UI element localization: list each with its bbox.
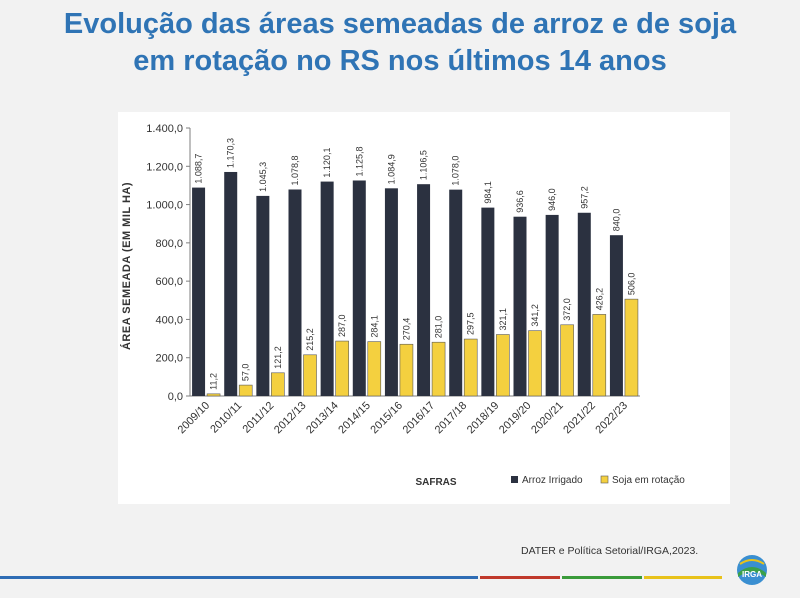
x-tick-label: 2019/20	[497, 400, 534, 437]
x-tick-label: 2015/16	[368, 400, 405, 437]
data-label-arroz: 1.120,1	[322, 148, 332, 178]
bar-soja-em-rotacao	[367, 341, 382, 397]
footer-stripe-blue	[0, 576, 478, 579]
x-tick-label: 2016/17	[401, 400, 438, 437]
title-line-1: Evolução das áreas semeadas de arroz e d…	[63, 8, 737, 40]
legend-swatch-arroz	[511, 476, 518, 483]
bar-arroz-irrigado	[609, 235, 623, 396]
legend-swatch-soja	[600, 475, 609, 484]
bar-arroz-irrigado	[513, 216, 527, 396]
y-tick-label: 400,0	[155, 314, 183, 326]
bar-soja-em-rotacao	[528, 330, 542, 397]
data-label-arroz: 957,2	[579, 186, 589, 209]
data-label-arroz: 1.088,7	[194, 154, 204, 184]
bar-arroz-irrigado	[577, 212, 591, 396]
bar-arroz-irrigado	[288, 189, 302, 396]
bar-arroz-irrigado	[384, 188, 398, 396]
data-label-arroz: 1.045,3	[258, 162, 268, 192]
data-label-soja: 215,2	[305, 328, 315, 351]
data-label-arroz: 1.125,8	[354, 146, 364, 176]
y-tick-label: 1.000,0	[146, 200, 183, 212]
bar-arroz-irrigado	[192, 187, 206, 396]
data-label-arroz: 946,0	[547, 188, 557, 211]
chart-panel: 0,0 200,0 400,0 600,0 800,0 1.000,0 1.200,0 1.4…	[118, 112, 730, 504]
logo-text: IRGA	[742, 570, 762, 579]
x-tick-label: 2009/10	[176, 400, 213, 437]
x-axis-label: SAFRAS	[415, 477, 456, 488]
bar-soja-em-rotacao	[624, 298, 639, 397]
bar-soja-em-rotacao	[206, 393, 221, 397]
page-title: Evolução das áreas semeadas de arroz e d…	[0, 6, 800, 80]
data-label-soja: 284,1	[369, 315, 379, 338]
bar-arroz-irrigado	[256, 195, 270, 396]
data-label-arroz: 1.170,3	[226, 138, 236, 168]
x-tick-label: 2011/12	[240, 400, 276, 436]
bar-soja-em-rotacao	[496, 334, 510, 397]
data-label-soja: 372,0	[562, 298, 572, 321]
x-tick-label: 2021/22	[561, 400, 598, 437]
bar-soja-em-rotacao	[560, 324, 574, 397]
x-tick-label: 2022/23	[593, 400, 630, 437]
x-tick-label: 2012/13	[272, 400, 309, 437]
data-label-arroz: 984,1	[483, 181, 493, 204]
data-label-soja: 341,2	[530, 304, 540, 327]
legend-label-soja: Soja em rotação	[612, 475, 685, 486]
data-label-soja: 321,1	[498, 308, 508, 331]
data-label-soja: 287,0	[337, 315, 347, 338]
data-label-soja: 297,5	[466, 313, 476, 336]
data-label-arroz: 1.078,0	[451, 156, 461, 186]
data-label-arroz: 1.106,5	[419, 150, 429, 180]
data-label-soja: 281,0	[434, 316, 444, 339]
bar-arroz-irrigado	[224, 171, 238, 396]
legend-label-arroz: Arroz Irrigado	[522, 475, 583, 486]
bar-soja-em-rotacao	[271, 372, 285, 397]
bar-arroz-irrigado	[352, 180, 366, 396]
bar-arroz-irrigado	[449, 189, 463, 396]
data-label-soja: 11,2	[209, 373, 219, 390]
bar-arroz-irrigado	[481, 207, 495, 396]
x-tick-label: 2020/21	[529, 400, 566, 437]
y-tick-label: 200,0	[155, 353, 183, 365]
bar-soja-em-rotacao	[238, 384, 253, 397]
bar-soja-em-rotacao	[463, 338, 478, 397]
x-tick-label: 2010/11	[208, 400, 244, 436]
footer-stripe-green	[562, 576, 642, 579]
x-tick-label: 2014/15	[336, 400, 373, 437]
bar-arroz-irrigado	[417, 184, 431, 396]
footer-stripe-yellow	[644, 576, 722, 579]
source-note: DATER e Política Setorial/IRGA,2023.	[521, 545, 699, 557]
title-line-2: em rotação no RS nos últimos 14 anos	[133, 45, 667, 77]
data-label-arroz: 1.084,9	[386, 154, 396, 184]
data-label-soja: 270,4	[401, 318, 411, 341]
data-label-soja: 57,0	[241, 364, 251, 382]
y-tick-label: 1.400,0	[146, 123, 183, 135]
bar-arroz-irrigado	[545, 214, 559, 396]
irga-logo: IRGA	[737, 555, 767, 585]
x-tick-label: 2018/19	[465, 400, 502, 437]
y-axis-label: ÁREA SEMEADA (EM MIL HA)	[120, 182, 133, 350]
bar-soja-em-rotacao	[335, 340, 349, 397]
bar-soja-em-rotacao	[592, 314, 607, 397]
bar-soja-em-rotacao	[431, 341, 446, 397]
data-label-arroz: 840,0	[611, 209, 621, 232]
bar-soja-em-rotacao	[399, 343, 414, 397]
y-tick-label: 600,0	[155, 276, 183, 288]
x-tick-label: 2013/14	[304, 400, 341, 437]
data-label-soja: 506,0	[626, 273, 636, 296]
y-tick-label: 0,0	[168, 391, 183, 403]
y-tick-label: 800,0	[155, 238, 183, 250]
x-tick-label: 2017/18	[433, 400, 470, 437]
bar-soja-em-rotacao	[303, 354, 317, 397]
data-label-arroz: 1.078,8	[290, 155, 300, 185]
data-label-soja: 426,2	[594, 288, 604, 311]
bar-chart: 0,0 200,0 400,0 600,0 800,0 1.000,0 1.200,0 1.4…	[120, 123, 685, 488]
footer-stripe-red	[480, 576, 560, 579]
data-label-soja: 121,2	[273, 346, 283, 369]
bar-arroz-irrigado	[320, 181, 334, 396]
y-tick-label: 1.200,0	[146, 161, 183, 173]
data-label-arroz: 936,6	[515, 190, 525, 213]
